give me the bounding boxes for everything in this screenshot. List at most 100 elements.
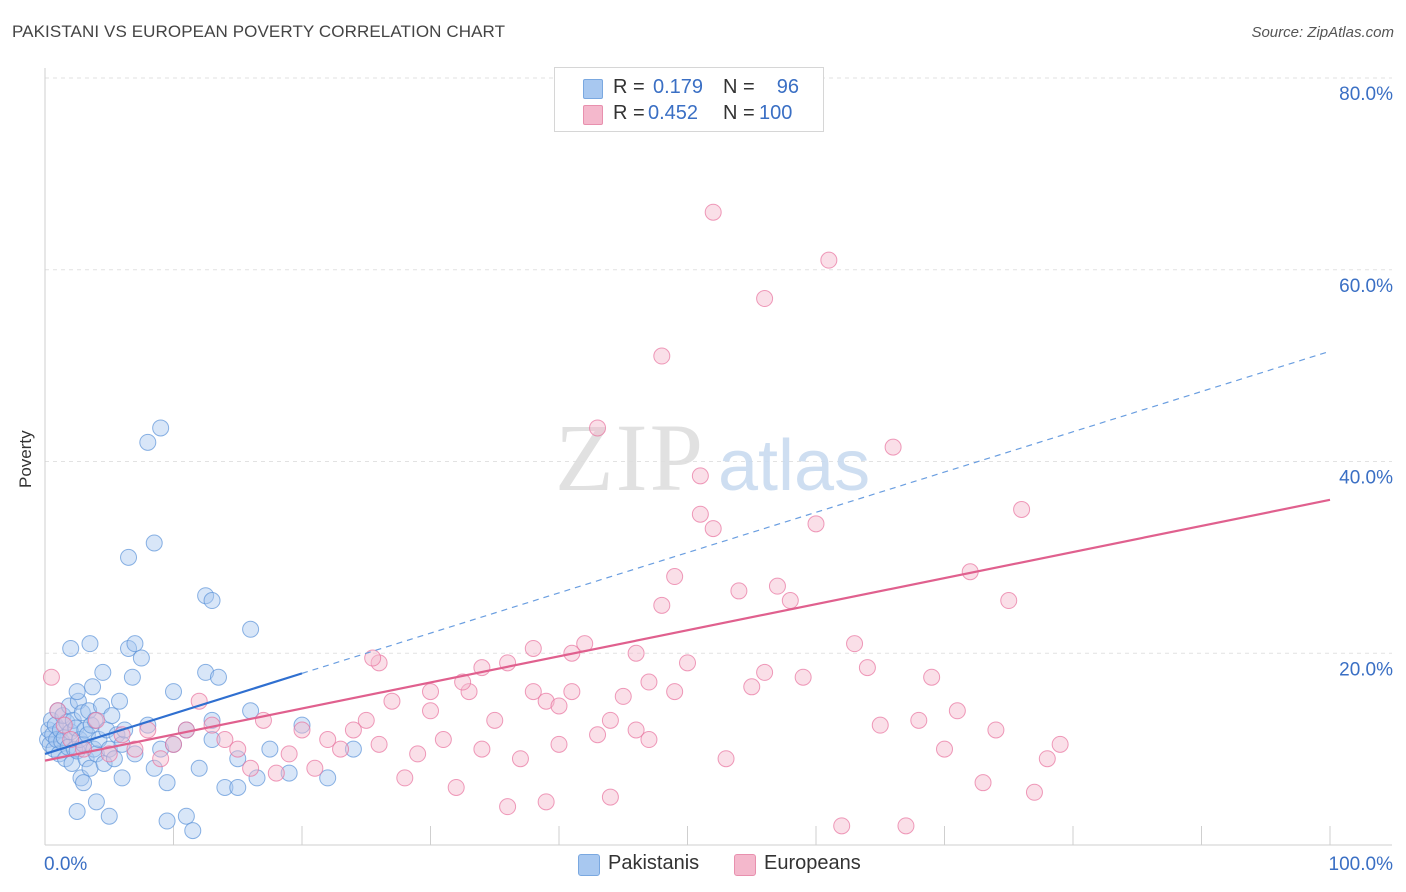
point-pakistanis <box>103 707 121 725</box>
point-pakistanis <box>100 807 118 825</box>
trend-line-pakistanis <box>44 672 303 755</box>
point-pakistanis <box>139 433 157 451</box>
legend-label-pakistanis: Pakistanis <box>608 852 700 874</box>
point-pakistanis <box>158 812 176 830</box>
point-pakistanis <box>344 740 362 758</box>
x-tick-label: 0.0% <box>44 854 87 875</box>
point-europeans <box>344 721 362 739</box>
point-europeans <box>756 663 774 681</box>
point-pakistanis <box>293 716 311 734</box>
point-pakistanis <box>177 807 195 825</box>
point-pakistanis <box>105 750 123 768</box>
point-europeans <box>627 644 645 662</box>
point-pakistanis <box>229 778 247 796</box>
point-europeans <box>653 596 671 614</box>
watermark-zip: ZIP <box>555 404 705 511</box>
y-tick-label: 20.0% <box>1339 659 1393 680</box>
stats-swatch-europeans <box>583 105 603 125</box>
point-europeans <box>524 683 542 701</box>
point-pakistanis <box>152 419 170 437</box>
point-europeans <box>871 716 889 734</box>
point-pakistanis <box>81 759 99 777</box>
stats-r-value: 0.452 <box>648 102 699 124</box>
stats-r-label: R = <box>613 76 645 98</box>
point-europeans <box>293 721 311 739</box>
point-europeans <box>704 520 722 538</box>
point-europeans <box>460 683 478 701</box>
point-europeans <box>743 678 761 696</box>
point-pakistanis <box>132 649 150 667</box>
trend-lines <box>44 350 1331 762</box>
point-europeans <box>846 635 864 653</box>
point-pakistanis <box>190 759 208 777</box>
legend-label-europeans: Europeans <box>764 852 861 874</box>
point-europeans <box>781 592 799 610</box>
x-tick-label: 100.0% <box>1329 854 1394 875</box>
point-europeans <box>679 654 696 672</box>
stats-r-label: R = <box>613 102 645 124</box>
point-pakistanis <box>58 713 76 731</box>
y-tick-label: 60.0% <box>1339 276 1393 297</box>
point-europeans <box>974 774 992 792</box>
point-europeans <box>357 711 375 729</box>
point-europeans <box>216 731 234 749</box>
point-europeans <box>627 721 645 739</box>
point-pakistanis <box>209 668 227 686</box>
point-europeans <box>100 745 118 763</box>
point-pakistanis <box>81 635 99 653</box>
y-tick-label: 40.0% <box>1339 468 1393 489</box>
point-europeans <box>267 764 285 782</box>
point-europeans <box>126 740 144 758</box>
point-europeans <box>730 582 748 600</box>
point-europeans <box>691 505 709 523</box>
point-europeans <box>589 726 607 744</box>
point-europeans <box>563 683 581 701</box>
point-pakistanis <box>203 592 221 610</box>
point-europeans <box>640 731 658 749</box>
point-europeans <box>794 668 812 686</box>
point-europeans <box>370 735 388 753</box>
point-pakistanis <box>242 620 260 638</box>
stats-n-label: N = <box>723 102 755 124</box>
point-europeans <box>383 692 401 710</box>
point-europeans <box>409 745 427 763</box>
point-europeans <box>948 702 966 720</box>
point-europeans <box>601 711 619 729</box>
stats-legend-box: R = 0.179 N = 96 R = 0.452 N = 100 <box>554 67 824 132</box>
point-pakistanis <box>145 759 163 777</box>
point-europeans <box>614 687 632 705</box>
point-pakistanis <box>152 740 170 758</box>
trend-line-pakistanis-extension <box>301 350 1331 674</box>
point-pakistanis <box>68 802 86 820</box>
tick-labels: 20.0% 40.0% 60.0% 80.0% 0.0% 100.0% <box>44 84 1393 875</box>
point-europeans <box>434 731 452 749</box>
y-axis-label: Poverty <box>16 430 35 488</box>
point-europeans <box>601 788 619 806</box>
point-pakistanis <box>158 774 176 792</box>
point-europeans <box>768 577 786 595</box>
point-europeans <box>1038 750 1056 768</box>
point-pakistanis <box>62 639 80 657</box>
point-europeans <box>923 668 941 686</box>
stats-r-value: 0.179 <box>653 76 704 98</box>
point-europeans <box>987 721 1005 739</box>
point-europeans <box>884 438 902 456</box>
point-pakistanis <box>123 668 141 686</box>
point-pakistanis <box>319 769 337 787</box>
point-europeans <box>666 568 684 586</box>
point-europeans <box>511 750 529 768</box>
stats-n-label: N = <box>723 76 755 98</box>
point-europeans <box>306 759 324 777</box>
stats-n-value: 100 <box>759 102 793 124</box>
point-europeans <box>152 750 170 768</box>
point-europeans <box>499 798 517 816</box>
point-europeans <box>447 778 465 796</box>
point-pakistanis <box>120 548 138 566</box>
legend-swatch-europeans <box>734 854 756 876</box>
point-europeans <box>704 203 722 221</box>
point-pakistanis <box>203 731 221 749</box>
point-pakistanis <box>203 711 221 729</box>
point-europeans <box>936 740 953 758</box>
point-pakistanis <box>126 635 144 653</box>
